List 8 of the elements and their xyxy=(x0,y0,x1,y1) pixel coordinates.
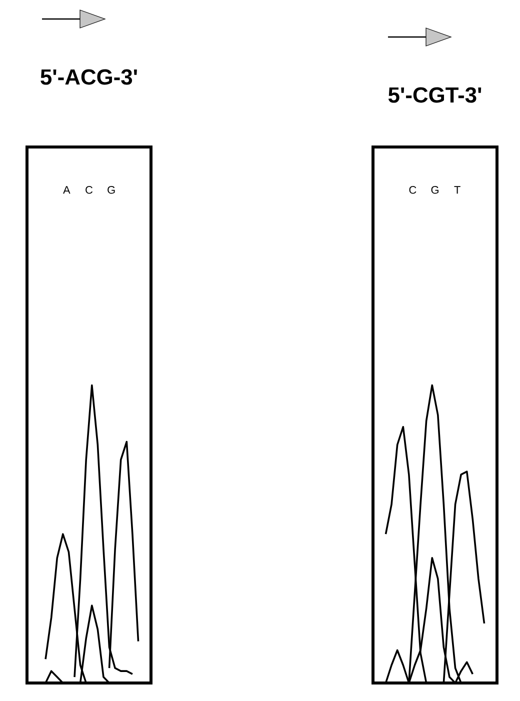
text: C xyxy=(86,186,93,194)
text: T xyxy=(454,186,460,194)
text: G xyxy=(108,186,115,194)
chart-title: 5'-ACG-3' xyxy=(40,69,137,85)
text: G xyxy=(431,186,438,194)
text: A xyxy=(63,186,70,194)
text: C xyxy=(409,186,416,194)
chart-title: 5'-CGT-3' xyxy=(388,87,482,103)
